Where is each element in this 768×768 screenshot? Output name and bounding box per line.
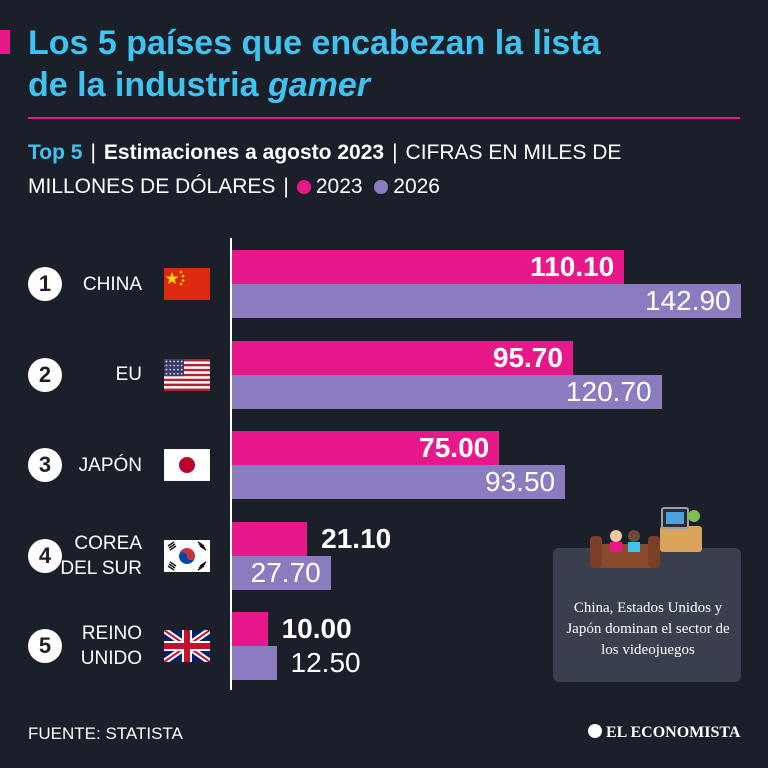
china-flag-icon [164,268,210,300]
country-label: REINO UNIDO [80,623,142,669]
value-label-2026: 27.70 [250,556,321,588]
callout-text: China, Estados Unidos y Japón dominan el… [566,600,730,658]
rank-badge: 5 [28,629,62,663]
value-label-2023: 75.00 [419,432,490,463]
bar-2026 [232,284,741,318]
bar-2023 [232,250,625,284]
legend-2026-label: 2026 [393,175,440,198]
value-label-2026: 120.70 [565,375,652,407]
value-label-2026: 12.50 [290,647,361,678]
title-divider [28,117,740,119]
subtitle-estimate: Estimaciones a agosto 2023 [103,141,385,164]
uk-flag-icon [162,627,212,665]
legend-2026-swatch [374,180,389,194]
rank-badge: 4 [28,538,62,573]
living-room-gaming-icon [590,507,702,568]
rank-badge: 3 [28,448,62,482]
value-label-2023: 21.10 [321,522,392,554]
brand-logo: EL ECONOMISTA [588,724,740,742]
legend-2023-swatch [296,180,311,194]
bar-2026 [232,646,277,680]
chart-subtitle: Top 5 | Estimaciones a agosto 2023 | CIFRAS … [28,141,622,198]
subtitle-units-1: CIFRAS EN MILES DE [405,141,622,164]
bar-2023 [232,340,573,375]
south-korea-flag-icon [164,539,210,572]
brand-mark-icon [588,724,602,738]
source-note: FUENTE: STATISTA [28,724,183,743]
title-accent-bar [0,30,10,54]
country-label: EU [115,364,142,385]
country-label: COREA DEL SUR [60,532,142,579]
title-line-1: Los 5 países que encabezan la lista [28,24,601,62]
usa-flag-icon [164,358,210,391]
bar-2026 [232,555,331,590]
bar-2026 [232,374,662,409]
title-italic-word: gamer [267,66,371,104]
value-label-2023: 10.00 [281,613,352,644]
country-label: JAPÓN [78,454,142,476]
title-line-2: de la industria [28,66,268,104]
value-label-2023: 95.70 [492,341,563,373]
subtitle-top: Top 5 [28,141,83,164]
bar-2023 [232,612,268,646]
chart-axis [230,238,232,690]
brand-name: EL ECONOMISTA [606,724,741,741]
country-label: CHINA [82,273,142,295]
callout-box [553,548,741,682]
rank-badge: 2 [28,357,62,392]
value-label-2026: 93.50 [485,466,556,497]
value-label-2026: 142.90 [645,285,731,316]
bar-2026 [232,465,566,499]
japan-flag-icon [163,448,211,482]
chart-title: Los 5 países que encabezan la lista de l… [28,22,748,106]
legend-2023-label: 2023 [315,175,363,198]
rank-badge: 1 [28,267,62,301]
subtitle-units-2: MILLONES DE DÓLARES [28,175,276,198]
bar-2023 [232,431,500,465]
bar-2023 [232,521,308,556]
value-label-2023: 110.10 [530,251,615,282]
